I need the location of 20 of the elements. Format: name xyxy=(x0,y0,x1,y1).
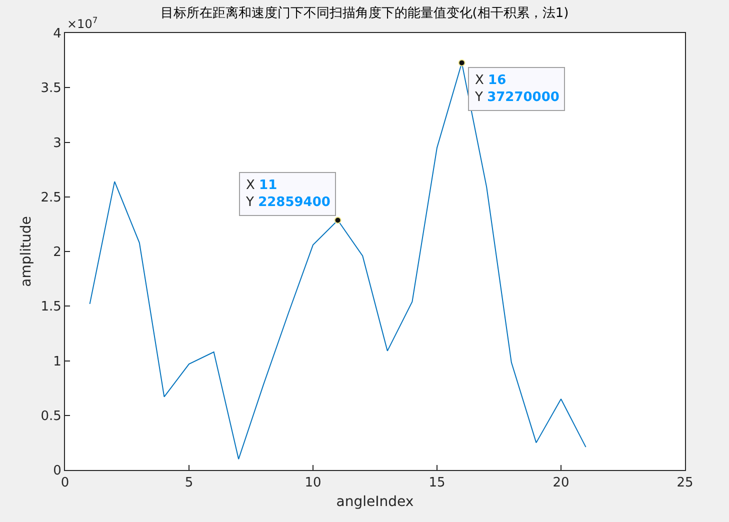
x-tick-label: 15 xyxy=(428,476,446,491)
chart-title: 目标所在距离和速度门下不同扫描角度下的能量值变化(相干积累，法1) xyxy=(160,4,569,21)
y-tick-label: 3 xyxy=(53,136,62,151)
annotation: X 16 Y 37270000 xyxy=(474,73,560,105)
y-tick-label: 4 xyxy=(53,26,62,42)
x-tick-label: 20 xyxy=(552,476,570,491)
x-tick-label: 5 xyxy=(184,476,194,491)
y-tick-label: 3.5 xyxy=(40,81,62,96)
y-tick-label: 2 xyxy=(53,245,62,260)
y-tick-label: 1 xyxy=(53,354,62,370)
y-tick-label: 2.5 xyxy=(40,190,62,206)
annotation: X 11 Y 22859400 xyxy=(245,178,330,210)
y-tick-label: 1.5 xyxy=(40,300,62,315)
text: ×10$^{7}$ xyxy=(67,15,98,32)
y-axis-title: amplitude xyxy=(18,216,34,287)
y-tick-label: 0.5 xyxy=(40,408,62,424)
x-tick-label: 10 xyxy=(304,476,322,491)
y-tick-label: 0 xyxy=(53,464,62,479)
x-axis-title: angleIndex xyxy=(336,494,414,510)
x-tick-label: 25 xyxy=(676,476,694,491)
